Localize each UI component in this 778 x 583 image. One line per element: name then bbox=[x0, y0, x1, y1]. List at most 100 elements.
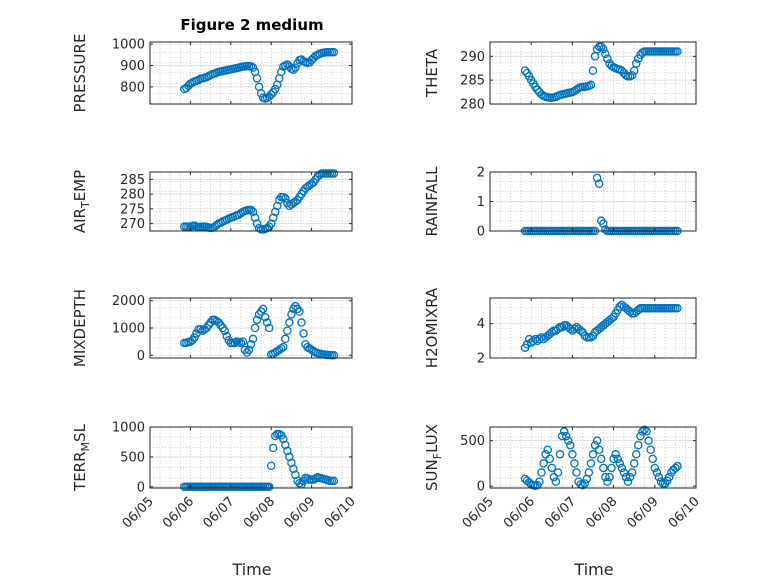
data-point bbox=[291, 63, 300, 72]
data-point bbox=[621, 472, 631, 482]
data-point bbox=[266, 90, 276, 99]
data-point bbox=[553, 324, 563, 334]
x-tick-label: 06/09 bbox=[281, 494, 318, 531]
data-point bbox=[329, 169, 339, 178]
y-tick-label: 290 bbox=[460, 50, 485, 65]
data-point bbox=[248, 207, 258, 217]
y-tick-label: 0 bbox=[137, 480, 145, 495]
data-point bbox=[596, 42, 606, 52]
data-point bbox=[592, 173, 602, 183]
data-point bbox=[607, 463, 616, 473]
subplot-1: 800 900 1000 PRESSURE bbox=[71, 34, 353, 113]
data-point bbox=[246, 205, 256, 215]
data-point bbox=[652, 468, 662, 477]
data-point bbox=[588, 450, 598, 459]
data-point bbox=[586, 459, 596, 468]
data-point bbox=[634, 305, 643, 315]
data-point bbox=[650, 463, 660, 473]
x-tick-label: 06/10 bbox=[322, 494, 359, 531]
data-point bbox=[629, 459, 639, 468]
y-tick-label: 270 bbox=[120, 217, 145, 232]
y-tick-label: 280 bbox=[120, 188, 145, 203]
data-point bbox=[632, 59, 641, 68]
x-tick-label: 06/05 bbox=[460, 494, 497, 531]
data-point bbox=[250, 323, 260, 333]
data-point bbox=[520, 66, 530, 75]
data-point bbox=[578, 481, 587, 490]
y-axis-label: TERRMSL bbox=[71, 423, 92, 492]
subplot-5: 0 1000 2000 MIXDEPTH bbox=[71, 289, 353, 367]
data-point bbox=[557, 431, 567, 441]
series-points bbox=[180, 429, 339, 492]
axes-frame bbox=[489, 297, 697, 359]
data-point bbox=[256, 89, 266, 98]
data-point bbox=[329, 476, 339, 486]
data-point bbox=[279, 434, 288, 444]
y-tick-label: 1000 bbox=[112, 421, 145, 436]
data-point bbox=[547, 328, 557, 337]
data-point bbox=[570, 459, 579, 468]
data-point bbox=[281, 440, 290, 450]
data-point bbox=[642, 427, 651, 436]
data-point bbox=[283, 326, 292, 335]
y-tick-label: 280 bbox=[460, 98, 485, 113]
y-tick-label: 4 bbox=[477, 317, 485, 332]
data-point bbox=[664, 472, 674, 482]
data-point bbox=[594, 445, 604, 455]
data-point bbox=[609, 454, 618, 464]
data-point bbox=[607, 314, 616, 323]
data-point bbox=[625, 472, 635, 482]
subplot-7: 0 500 1000 06/05 06/06 06/07 06/08 06/09 06/10 TE… bbox=[71, 421, 359, 532]
data-point bbox=[291, 470, 300, 480]
data-point bbox=[623, 477, 633, 486]
y-tick-label: 0 bbox=[477, 225, 485, 240]
data-point bbox=[252, 315, 262, 325]
axes-frame bbox=[489, 41, 697, 105]
data-point bbox=[601, 49, 610, 59]
data-point bbox=[636, 431, 645, 441]
data-point bbox=[547, 463, 557, 473]
data-point bbox=[673, 461, 682, 471]
data-point bbox=[634, 440, 643, 450]
data-point bbox=[264, 482, 274, 492]
y-axis-label: PRESSURE bbox=[71, 34, 89, 113]
data-point bbox=[277, 67, 286, 77]
data-point bbox=[283, 446, 292, 456]
data-point bbox=[568, 450, 577, 459]
x-tick-label: 06/05 bbox=[120, 494, 157, 531]
y-axis-label: THETA bbox=[423, 48, 441, 98]
y-tick-label: 285 bbox=[120, 173, 145, 188]
data-point bbox=[281, 334, 290, 344]
data-point bbox=[566, 440, 575, 450]
data-point bbox=[289, 464, 298, 474]
y-tick-label: 2000 bbox=[112, 294, 145, 309]
data-point bbox=[603, 54, 612, 63]
data-point bbox=[329, 351, 339, 360]
data-point bbox=[329, 48, 339, 57]
y-tick-label: 800 bbox=[120, 80, 145, 95]
y-tick-label: 0 bbox=[137, 349, 145, 364]
series-points bbox=[520, 425, 682, 490]
data-point bbox=[632, 450, 641, 459]
data-point bbox=[260, 312, 270, 322]
data-point bbox=[586, 80, 596, 90]
data-point bbox=[553, 468, 563, 477]
x-tick-label: 06/06 bbox=[501, 494, 538, 531]
data-point bbox=[592, 44, 602, 54]
data-point bbox=[289, 65, 298, 75]
data-point bbox=[248, 334, 258, 344]
y-tick-label: 500 bbox=[120, 450, 145, 465]
data-point bbox=[266, 219, 276, 228]
data-point bbox=[236, 338, 246, 348]
series-points bbox=[180, 48, 339, 103]
y-tick-label: 500 bbox=[460, 434, 485, 449]
data-point bbox=[564, 436, 573, 445]
data-point bbox=[315, 170, 324, 180]
series-points bbox=[520, 300, 682, 352]
x-tick-label: 06/08 bbox=[241, 494, 278, 531]
data-point bbox=[246, 62, 256, 71]
data-point bbox=[615, 459, 625, 468]
data-point bbox=[596, 454, 606, 464]
data-point bbox=[268, 443, 278, 453]
data-point bbox=[613, 454, 622, 464]
